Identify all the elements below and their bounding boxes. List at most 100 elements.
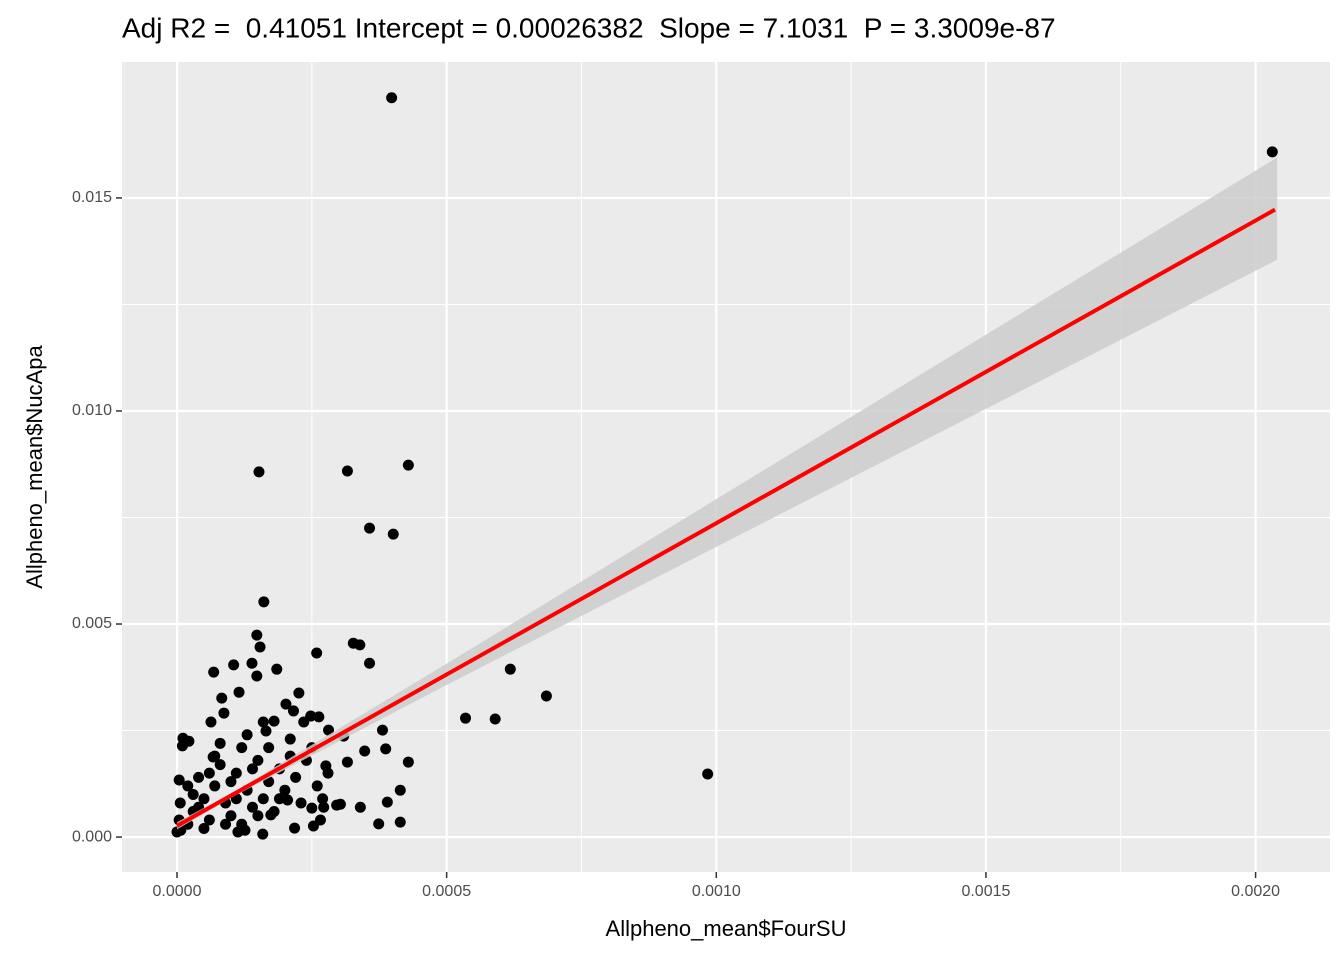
x-tick-label: 0.0015 (961, 883, 1010, 900)
point (394, 816, 406, 828)
point (214, 737, 226, 749)
point (225, 810, 237, 822)
point (306, 802, 318, 814)
point (386, 92, 398, 104)
point (402, 459, 414, 471)
point (236, 818, 248, 830)
point (203, 767, 215, 779)
x-tick-label: 0.0000 (153, 883, 202, 900)
point (193, 771, 205, 783)
point (282, 794, 294, 806)
point (364, 522, 376, 534)
point (273, 793, 285, 805)
point (287, 705, 299, 717)
point (209, 750, 221, 762)
point (364, 657, 376, 669)
y-axis-title: Allpheno_mean$NucApa (22, 345, 47, 589)
point (253, 466, 265, 478)
point (218, 707, 230, 719)
point (214, 759, 226, 771)
point (387, 528, 399, 540)
point (257, 828, 269, 840)
point (354, 801, 366, 813)
point (198, 793, 210, 805)
point (268, 805, 280, 817)
point (209, 780, 221, 792)
chart-title: Adj R2 = 0.41051 Intercept = 0.00026382 … (122, 12, 1056, 43)
point (489, 713, 501, 725)
point (228, 659, 240, 671)
point (251, 629, 263, 641)
point (284, 733, 296, 745)
fit-line (176, 207, 1276, 828)
point (198, 823, 210, 835)
point (252, 754, 264, 766)
point (380, 743, 392, 755)
point (268, 715, 280, 727)
point (318, 801, 330, 813)
point (323, 724, 335, 736)
point (289, 822, 301, 834)
confidence-band (177, 157, 1278, 830)
point (225, 776, 237, 788)
point (460, 712, 472, 724)
x-tick-label: 0.0005 (422, 883, 471, 900)
point (176, 740, 188, 752)
point (376, 724, 388, 736)
point (187, 788, 199, 800)
point (260, 725, 272, 737)
point (311, 780, 323, 792)
point (298, 716, 310, 728)
point (258, 596, 270, 608)
point (381, 796, 393, 808)
y-tick-label: 0.000 (72, 828, 112, 845)
point (313, 711, 325, 723)
point (254, 641, 266, 653)
point (216, 692, 228, 704)
point (247, 801, 259, 813)
point (279, 784, 291, 796)
point (314, 814, 326, 826)
point (540, 690, 552, 702)
point (257, 716, 269, 728)
x-tick-label: 0.0010 (692, 883, 741, 900)
point (359, 745, 371, 757)
point (373, 818, 385, 830)
point (230, 767, 242, 779)
point (251, 670, 263, 682)
point (271, 663, 283, 675)
point (293, 687, 305, 699)
y-tick-label: 0.010 (72, 402, 112, 419)
point (341, 465, 353, 477)
point (322, 767, 334, 779)
point (295, 797, 307, 809)
point (702, 768, 714, 780)
point (290, 771, 302, 783)
point (174, 797, 186, 809)
y-tick-label: 0.005 (72, 615, 112, 632)
point (203, 814, 215, 826)
point (236, 742, 248, 754)
point (182, 780, 194, 792)
point (1266, 146, 1278, 158)
point (394, 784, 406, 796)
point (331, 799, 343, 811)
y-tick-label: 0.015 (72, 189, 112, 206)
point (311, 647, 323, 659)
point (247, 763, 259, 775)
point (354, 639, 366, 651)
point (173, 774, 185, 786)
point (257, 793, 269, 805)
point (241, 729, 253, 741)
x-axis-title: Allpheno_mean$FourSU (606, 916, 847, 941)
point (205, 716, 217, 728)
point (252, 810, 264, 822)
point (402, 756, 414, 768)
point (341, 756, 353, 768)
point (317, 793, 329, 805)
point (220, 818, 232, 830)
point (233, 686, 245, 698)
point (208, 666, 220, 678)
